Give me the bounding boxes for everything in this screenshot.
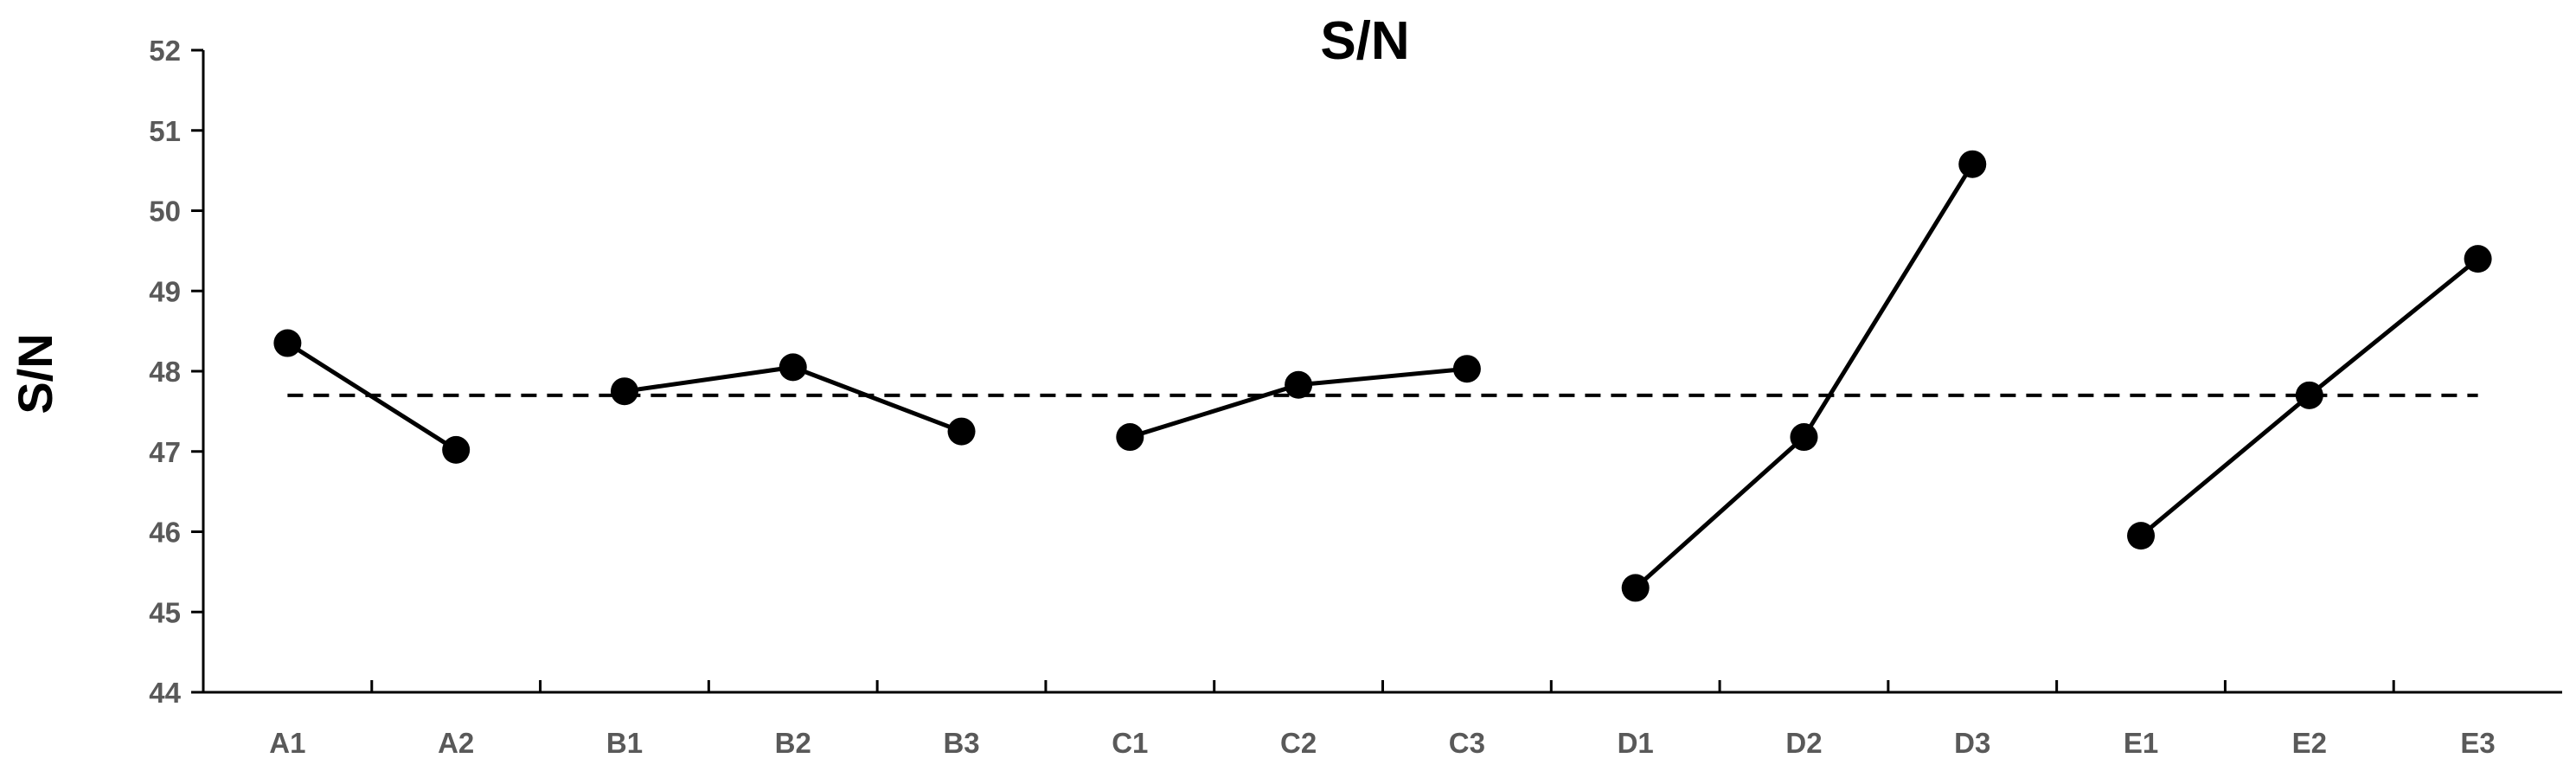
axes [191,48,2562,694]
x-tick-label: D1 [1618,727,1654,759]
x-tick-label: E1 [2124,727,2158,759]
data-point [1452,355,1481,383]
x-tick-label: E3 [2460,727,2495,759]
chart-title: S/N [1320,11,1409,71]
data-point [2464,245,2492,273]
data-point [273,329,302,357]
x-tick-label: C1 [1112,727,1148,759]
data-point [947,417,976,446]
data-point [2127,522,2156,550]
data-point [779,353,807,382]
x-tick-label: E2 [2292,727,2327,759]
data-point [1621,574,1650,602]
series-line [1634,163,1975,590]
y-tick-label: 44 [149,677,181,709]
points-layer [273,150,2492,602]
data-point [1116,423,1144,452]
data-point [610,377,638,406]
x-tick-label: C2 [1280,727,1317,759]
tick-labels: 44 45 46 47 48 49 50 51 52 A1 A2 B1 B2 B3 C1 C2 C3 D1 D2 D3… [149,35,2496,759]
x-tick-label: B3 [943,727,979,759]
data-point [1285,370,1313,399]
data-point [1958,150,1987,178]
x-tick-label: A1 [269,727,305,759]
y-tick-label: 52 [149,35,181,67]
y-tick-label: 49 [149,275,181,307]
y-tick-label: 47 [149,436,181,468]
x-tick-label: B2 [775,727,811,759]
data-point [2295,381,2323,409]
x-tick-label: B1 [606,727,643,759]
y-axis-label: S/N [8,333,62,414]
series-layer [286,163,2480,590]
data-point [442,435,471,464]
y-tick-label: 45 [149,596,181,628]
data-point [1790,423,1818,452]
x-tick-label: D3 [1954,727,1990,759]
y-tick-label: 46 [149,517,181,549]
y-tick-label: 48 [149,356,181,388]
x-tick-label: C3 [1449,727,1485,759]
series-line [286,341,458,453]
x-tick-label: A2 [438,727,474,759]
x-tick-label: D2 [1785,727,1822,759]
y-tick-label: 50 [149,196,181,228]
y-tick-label: 51 [149,115,181,147]
